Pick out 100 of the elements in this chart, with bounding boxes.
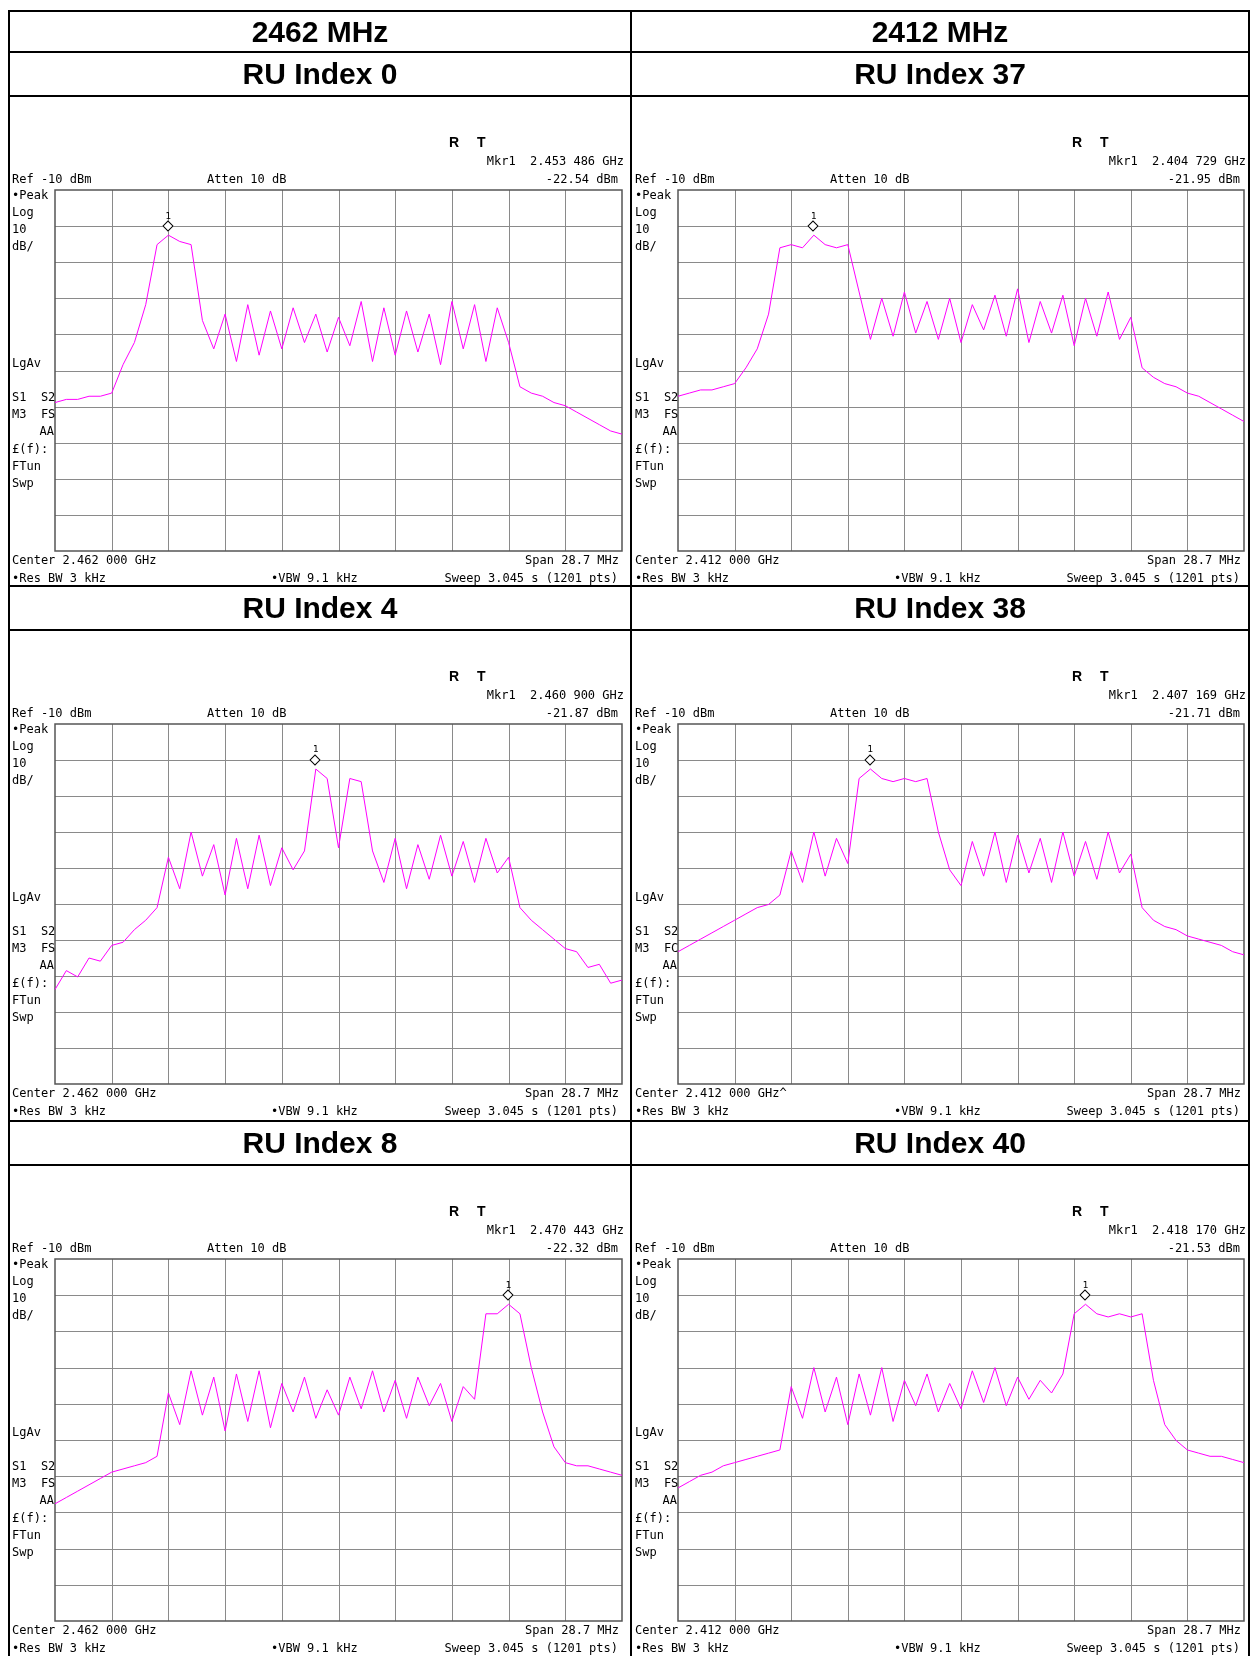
text: Log xyxy=(635,739,657,754)
text: •Peak xyxy=(12,722,49,737)
chart-subtitle: 2412 MHz xyxy=(630,10,1250,53)
text: Center 2.412 000 GHz^ xyxy=(635,1086,787,1101)
text: AA xyxy=(39,1493,55,1508)
text: -21.87 dBm xyxy=(545,706,618,721)
text: dB/ xyxy=(635,773,657,788)
text: 10 xyxy=(635,222,650,237)
text: LgAv xyxy=(635,890,664,905)
text: Span 28.7 MHz xyxy=(525,553,619,568)
text: 10 xyxy=(635,756,650,771)
chart-title: RU Index 38 xyxy=(630,585,1250,631)
text: LgAv xyxy=(12,356,41,371)
text: 10 xyxy=(635,1291,650,1306)
text: dB/ xyxy=(12,1308,34,1323)
text: AA xyxy=(662,958,678,973)
text: -22.54 dBm xyxy=(545,172,618,187)
chart-subtitle: 2462 MHz xyxy=(8,10,632,53)
text: dB/ xyxy=(635,1308,657,1323)
text: R xyxy=(1072,133,1083,150)
annotation: M3 FC xyxy=(635,941,679,956)
text: £(f): xyxy=(635,976,672,991)
text: •VBW 9.1 kHz xyxy=(271,1104,358,1119)
text: •VBW 9.1 kHz xyxy=(894,1641,981,1656)
text: Mkr1 2.418 170 GHz xyxy=(1108,1223,1246,1238)
text: Center 2.412 000 GHz xyxy=(635,553,780,568)
text: Ref -10 dBm xyxy=(12,1241,92,1256)
text: 10 xyxy=(12,1291,27,1306)
text: FTun xyxy=(12,459,41,474)
text: Log xyxy=(12,1274,34,1289)
text: Ref -10 dBm xyxy=(12,172,92,187)
text: Ref -10 dBm xyxy=(635,172,715,187)
text: T xyxy=(477,1202,486,1219)
text: FTun xyxy=(12,993,41,1008)
text: Sweep 3.045 s (1201 pts) xyxy=(1066,1641,1240,1656)
text: FTun xyxy=(635,1528,664,1543)
text: Span 28.7 MHz xyxy=(1147,553,1241,568)
text: •VBW 9.1 kHz xyxy=(894,571,981,586)
text: Atten 10 dB xyxy=(830,706,910,721)
text: Atten 10 dB xyxy=(830,172,910,187)
text: Sweep 3.045 s (1201 pts) xyxy=(1066,571,1240,586)
text: T xyxy=(1100,667,1109,684)
text: Sweep 3.045 s (1201 pts) xyxy=(444,571,618,586)
text: Log xyxy=(635,205,657,220)
text: £(f): xyxy=(12,1511,49,1526)
text: Atten 10 dB xyxy=(207,1241,287,1256)
chart-title: RU Index 8 xyxy=(8,1120,632,1166)
text: 1 xyxy=(505,1279,512,1290)
text: •Res BW 3 kHz xyxy=(12,1104,106,1119)
text: AA xyxy=(662,424,678,439)
text: LgAv xyxy=(635,356,664,371)
text: Ref -10 dBm xyxy=(635,1241,715,1256)
text: Swp xyxy=(635,1010,657,1025)
text: Sweep 3.045 s (1201 pts) xyxy=(444,1641,618,1656)
text: Span 28.7 MHz xyxy=(525,1086,619,1101)
text: Swp xyxy=(635,1545,657,1560)
chart-title: RU Index 0 xyxy=(8,51,632,97)
text: Span 28.7 MHz xyxy=(525,1623,619,1638)
text: R xyxy=(449,1202,460,1219)
text: 1 xyxy=(810,210,817,221)
text: -21.71 dBm xyxy=(1167,706,1240,721)
text: Log xyxy=(12,739,34,754)
text: •Peak xyxy=(12,188,49,203)
text: •Res BW 3 kHz xyxy=(635,1104,729,1119)
text: £(f): xyxy=(635,1511,672,1526)
text: FTun xyxy=(635,993,664,1008)
text: -21.95 dBm xyxy=(1167,172,1240,187)
text: T xyxy=(1100,1202,1109,1219)
text: -22.32 dBm xyxy=(545,1241,618,1256)
text: •Peak xyxy=(635,188,672,203)
annotation: M3 FS xyxy=(12,941,56,956)
annotation: S1 S2 xyxy=(12,1459,56,1474)
text: LgAv xyxy=(635,1425,664,1440)
text: 10 xyxy=(12,756,27,771)
text: Swp xyxy=(12,476,34,491)
text: Mkr1 2.404 729 GHz xyxy=(1108,154,1246,169)
text: 1 xyxy=(312,744,319,755)
text: Swp xyxy=(12,1545,34,1560)
chart-title: RU Index 4 xyxy=(8,585,632,631)
text: 10 xyxy=(12,222,27,237)
text: R xyxy=(1072,1202,1083,1219)
text: •Res BW 3 kHz xyxy=(635,571,729,586)
text: AA xyxy=(39,424,55,439)
text: Log xyxy=(12,205,34,220)
annotation: M3 FS xyxy=(12,1476,56,1491)
text: Center 2.412 000 GHz xyxy=(635,1623,780,1638)
annotation: M3 FS xyxy=(635,407,679,422)
text: Span 28.7 MHz xyxy=(1147,1623,1241,1638)
annotation: M3 FS xyxy=(12,407,56,422)
chart-title: RU Index 37 xyxy=(630,51,1250,97)
chart-title: RU Index 40 xyxy=(630,1120,1250,1166)
text: Log xyxy=(635,1274,657,1289)
text: Atten 10 dB xyxy=(207,172,287,187)
text: Ref -10 dBm xyxy=(635,706,715,721)
text: Center 2.462 000 GHz xyxy=(12,553,157,568)
text: Mkr1 2.470 443 GHz xyxy=(486,1223,624,1238)
text: FTun xyxy=(635,459,664,474)
text: •Res BW 3 kHz xyxy=(635,1641,729,1656)
text: dB/ xyxy=(12,773,34,788)
annotation: M3 FS xyxy=(635,1476,679,1491)
